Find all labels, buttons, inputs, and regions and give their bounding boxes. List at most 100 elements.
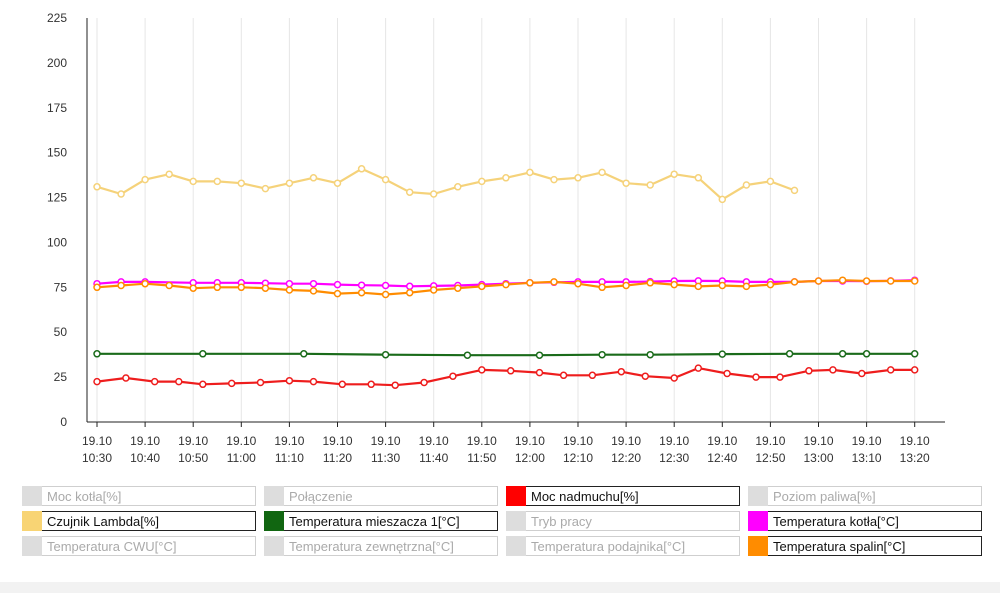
data-point	[237, 283, 246, 292]
data-point	[165, 281, 173, 290]
data-point	[93, 183, 101, 191]
x-tick-label-date: 19.10	[178, 434, 208, 448]
x-tick-label-date: 19.10	[322, 434, 352, 448]
data-point	[357, 288, 366, 297]
y-tick-label: 125	[47, 191, 67, 205]
data-point	[333, 280, 342, 289]
data-point	[454, 183, 462, 191]
legend-swatch	[506, 485, 526, 506]
data-point	[723, 369, 731, 378]
data-point	[598, 283, 606, 292]
legend-swatch	[264, 510, 284, 531]
data-point	[776, 373, 784, 381]
data-point	[309, 287, 318, 295]
data-point	[381, 350, 390, 359]
data-point	[141, 175, 149, 184]
data-point	[429, 286, 438, 294]
x-tick-label-date: 19.10	[852, 434, 882, 448]
data-point	[189, 177, 197, 186]
data-point	[752, 373, 760, 381]
data-point	[694, 174, 703, 182]
y-tick-label: 0	[60, 415, 67, 429]
data-point	[829, 366, 837, 374]
data-point	[93, 283, 101, 292]
legend-item-poziom-paliwa[interactable]: Poziom paliwa[%]	[748, 485, 982, 506]
x-tick-label-time: 11:40	[419, 451, 448, 465]
legend-item-czujnik-lambda[interactable]: Czujnik Lambda[%]	[22, 510, 256, 531]
legend-item-temperatura-kot-a-c[interactable]: Temperatura kotła[°C]	[748, 510, 982, 531]
x-tick-label-time: 11:30	[371, 451, 400, 465]
legend-label: Tryb pracy	[531, 513, 592, 529]
y-tick-label: 75	[54, 280, 68, 294]
legend-item-temperatura-podajnika-c[interactable]: Temperatura podajnika[°C]	[506, 535, 740, 556]
x-tick-label-date: 19.10	[226, 434, 256, 448]
data-point	[333, 289, 342, 298]
series-line	[96, 167, 795, 201]
x-tick-label-time: 12:00	[515, 451, 545, 465]
y-tick-label: 150	[47, 146, 67, 160]
data-point	[381, 175, 390, 184]
data-point	[766, 280, 775, 289]
legend-item-moc-nadmuchu[interactable]: Moc nadmuchu[%]	[506, 485, 740, 506]
x-tick-label-time: 13:20	[900, 451, 930, 465]
legend-item-temperatura-cwu-c[interactable]: Temperatura CWU[°C]	[22, 535, 256, 556]
legend-swatch	[22, 535, 42, 556]
data-point	[862, 350, 871, 358]
data-point	[718, 281, 727, 290]
data-point	[502, 174, 510, 182]
data-point	[670, 280, 678, 289]
x-tick-label-time: 11:50	[467, 451, 496, 465]
x-tick-label-date: 19.10	[563, 434, 593, 448]
x-axis-labels: 19.10 10:30 19.10 10:40 19.10 10:50 19.10 11:00…	[82, 422, 930, 465]
legend-item-temperatura-zewn-trzna-c[interactable]: Temperatura zewnętrzna[°C]	[264, 535, 498, 556]
x-tick-label-date: 19.10	[274, 434, 304, 448]
data-point	[646, 279, 654, 287]
data-point	[858, 369, 866, 378]
legend-item-temperatura-spalin-c[interactable]: Temperatura spalin[°C]	[748, 535, 982, 556]
data-point	[598, 350, 606, 359]
x-tick-label-time: 10:30	[82, 451, 112, 465]
data-point	[309, 279, 318, 288]
legend-item-moc-kot-a[interactable]: Moc kotła[%]	[22, 485, 256, 506]
x-tick-label-date: 19.10	[130, 434, 160, 448]
data-point	[429, 190, 438, 198]
x-tick-label-date: 19.10	[659, 434, 689, 448]
chart-grid	[96, 18, 916, 422]
x-tick-label-time: 12:30	[659, 451, 689, 465]
data-point	[199, 380, 207, 389]
data-point	[165, 170, 173, 178]
data-point	[463, 351, 472, 359]
x-tick-label-date: 19.10	[803, 434, 833, 448]
data-point	[535, 368, 544, 377]
data-point	[405, 288, 414, 297]
data-point	[526, 279, 534, 287]
data-point	[237, 179, 246, 187]
legend-label: Czujnik Lambda[%]	[47, 513, 159, 529]
data-point	[805, 367, 813, 375]
legend-item-po-czenie[interactable]: Połączenie	[264, 485, 498, 506]
y-tick-label: 50	[54, 325, 68, 339]
data-point	[559, 371, 568, 380]
data-point	[617, 367, 626, 376]
data-point	[910, 366, 919, 374]
footer-bar	[0, 582, 1000, 593]
data-point	[141, 279, 149, 288]
x-tick-label-time: 12:50	[755, 451, 785, 465]
data-point	[742, 282, 751, 291]
y-tick-label: 175	[47, 101, 67, 115]
data-point	[300, 350, 308, 358]
series-moc-nadmuchu	[93, 364, 919, 389]
legend-item-temperatura-mieszacza-1-c[interactable]: Temperatura mieszacza 1[°C]	[264, 510, 498, 531]
legend-item-tryb-pracy[interactable]: Tryb pracy	[506, 510, 740, 531]
legend-label: Temperatura spalin[°C]	[773, 538, 906, 554]
data-point	[338, 380, 347, 389]
data-point	[694, 364, 703, 372]
legend-label: Temperatura podajnika[°C]	[531, 538, 686, 554]
data-point	[718, 195, 727, 204]
data-point	[261, 284, 270, 292]
data-point	[420, 378, 428, 387]
data-point	[646, 181, 654, 189]
data-point	[694, 282, 703, 291]
legend-swatch	[22, 485, 42, 506]
